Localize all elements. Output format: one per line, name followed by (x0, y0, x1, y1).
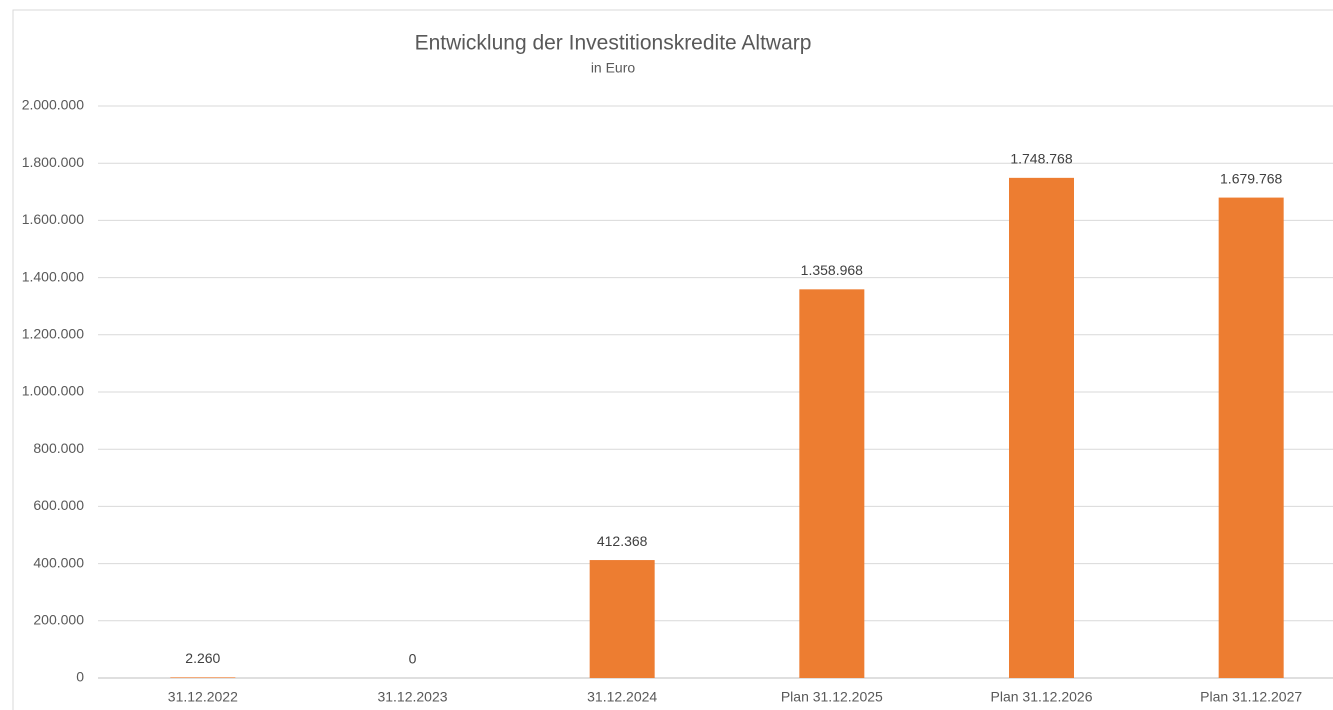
x-tick-label: 31.12.2023 (377, 689, 447, 705)
value-label: 0 (409, 651, 417, 667)
y-tick-label: 2.000.000 (22, 97, 84, 113)
y-tick-label: 400.000 (33, 554, 84, 570)
y-tick-label: 1.200.000 (22, 326, 84, 342)
bar (799, 289, 865, 678)
x-tick-label: Plan 31.12.2027 (1200, 689, 1302, 705)
y-tick-label: 1.000.000 (22, 383, 84, 399)
bar (170, 677, 236, 678)
chart-border (12, 9, 1333, 710)
y-tick-label: 0 (76, 669, 84, 685)
bar (1218, 197, 1284, 678)
x-tick-label: 31.12.2024 (587, 689, 657, 705)
value-label: 412.368 (597, 533, 648, 549)
value-label: 1.679.768 (1220, 170, 1282, 186)
y-tick-label: 1.400.000 (22, 268, 84, 284)
value-label: 1.358.968 (801, 262, 863, 278)
y-tick-label: 600.000 (33, 497, 84, 513)
x-tick-label: Plan 31.12.2026 (991, 689, 1093, 705)
chart-subtitle: in Euro (591, 60, 636, 76)
x-tick-label: Plan 31.12.2025 (781, 689, 883, 705)
y-tick-label: 200.000 (33, 612, 84, 628)
x-tick-label: 31.12.2022 (168, 689, 238, 705)
bar (1009, 177, 1074, 678)
y-tick-label: 800.000 (33, 440, 84, 456)
y-tick-label: 1.600.000 (22, 211, 84, 227)
value-label: 2.260 (185, 650, 220, 666)
y-tick-label: 1.800.000 (22, 154, 84, 170)
chart-title: Entwicklung der Investitionskredite Altw… (415, 32, 812, 55)
value-label: 1.748.768 (1010, 151, 1072, 167)
bar (589, 560, 655, 678)
